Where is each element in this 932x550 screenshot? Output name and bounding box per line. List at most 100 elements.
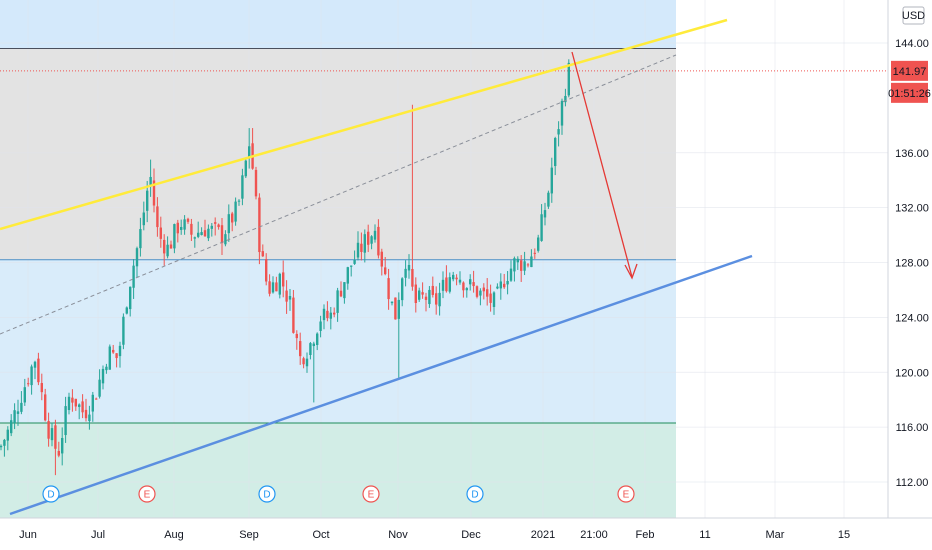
candle-17 — [57, 441, 60, 458]
candle-106 — [360, 232, 363, 261]
candle-body-135 — [458, 279, 462, 283]
projection-arrow-shaft[interactable] — [571, 51, 633, 278]
lower-trendline[interactable] — [9, 254, 753, 516]
candle-body-77 — [261, 251, 264, 257]
candle-body-76 — [258, 197, 261, 253]
candle-30 — [101, 365, 105, 390]
candle-body-119 — [404, 268, 407, 278]
time-tick-4: Oct — [312, 529, 329, 541]
candle-81 — [275, 276, 278, 292]
candle-108 — [367, 224, 370, 253]
candle-body-28 — [95, 398, 98, 400]
candle-111 — [377, 219, 380, 259]
candle-body-11 — [37, 358, 40, 383]
projection-arrow-head[interactable] — [624, 263, 638, 280]
candle-25 — [84, 398, 88, 422]
candle-58 — [197, 221, 200, 239]
candle-40 — [135, 246, 139, 278]
event-marker-3[interactable]: E — [362, 485, 380, 503]
time-axis[interactable]: Jun Jul Aug Sep Oct Nov Dec 2021 21:00 Feb 11 Mar 15 — [0, 517, 932, 541]
candle-body-114 — [387, 278, 390, 300]
candle-16 — [54, 419, 57, 476]
candle-166 — [564, 88, 567, 107]
candle-body-127 — [431, 285, 434, 295]
event-marker-5[interactable]: E — [617, 485, 635, 503]
candle-165 — [560, 98, 564, 135]
countdown-value: 01:51:26 — [888, 88, 931, 100]
time-tick-12: 15 — [838, 529, 850, 541]
candle-132 — [448, 272, 451, 294]
candle-body-90 — [305, 358, 309, 367]
candle-body-151 — [513, 258, 516, 272]
candle-117 — [397, 292, 400, 380]
event-marker-4[interactable]: D — [466, 485, 484, 503]
candle-body-131 — [445, 277, 448, 292]
drawn-trendlines[interactable] — [0, 18, 753, 516]
time-tick-1: Jul — [91, 529, 105, 541]
candle-body-27 — [91, 394, 94, 412]
candle-26 — [88, 405, 91, 430]
candle-4 — [13, 403, 16, 430]
candle-body-51 — [173, 224, 176, 249]
candle-62 — [210, 223, 213, 237]
candle-99 — [336, 287, 339, 322]
candle-156 — [530, 249, 533, 268]
candle-133 — [452, 271, 455, 282]
candle-149 — [506, 271, 509, 295]
event-marker-0[interactable]: D — [42, 485, 60, 503]
zone-middle — [0, 259, 676, 424]
candle-body-106 — [360, 243, 363, 252]
candle-12 — [40, 373, 43, 401]
candle-161 — [547, 190, 550, 209]
shaded-zones — [0, 0, 676, 518]
event-marker-1[interactable]: E — [138, 485, 156, 503]
candle-144 — [489, 284, 492, 312]
candle-79 — [268, 274, 271, 297]
candle-18 — [61, 427, 64, 466]
candle-body-82 — [278, 273, 281, 295]
upper-trendline[interactable] — [0, 18, 728, 231]
candle-body-57 — [193, 237, 196, 239]
candle-body-48 — [163, 239, 166, 254]
candle-0 — [0, 444, 3, 451]
middle-dashed-trendline[interactable] — [0, 54, 677, 335]
candle-body-96 — [326, 310, 329, 319]
time-tick-6: Dec — [461, 529, 481, 541]
candle-32 — [108, 344, 111, 370]
candle-69 — [234, 197, 237, 226]
time-tick-2: Aug — [164, 529, 184, 541]
zone-resistance — [0, 48, 676, 260]
price-axis[interactable]: USD 144.00 136.00 132.00 128.00 124.00 120.00 1… — [887, 0, 931, 518]
candle-body-109 — [370, 236, 373, 244]
candle-36 — [122, 313, 125, 350]
candle-125 — [424, 292, 428, 312]
candle-3 — [10, 414, 13, 437]
candle-24 — [81, 394, 84, 419]
candle-8 — [27, 377, 30, 387]
candle-65 — [220, 217, 224, 256]
candle-162 — [550, 157, 553, 203]
candle-83 — [282, 260, 285, 298]
event-marker-2[interactable]: D — [258, 485, 276, 503]
event-marker-label-3: E — [368, 490, 375, 501]
candle-131 — [445, 265, 448, 293]
candle-body-47 — [159, 227, 162, 239]
candle-body-25 — [84, 409, 88, 419]
candle-body-41 — [139, 229, 142, 249]
candle-body-86 — [292, 297, 295, 333]
currency-button[interactable] — [902, 6, 925, 25]
candle-87 — [295, 330, 298, 350]
candle-54 — [183, 215, 186, 235]
time-tick-3: Sep — [239, 529, 259, 541]
candle-body-158 — [537, 237, 540, 251]
candle-136 — [462, 281, 465, 298]
candle-body-73 — [248, 146, 251, 158]
candle-body-87 — [295, 333, 298, 339]
candle-82 — [278, 272, 281, 299]
candle-body-126 — [428, 289, 431, 305]
candle-body-99 — [336, 290, 339, 313]
candle-body-142 — [482, 287, 485, 292]
candle-77 — [261, 244, 264, 257]
